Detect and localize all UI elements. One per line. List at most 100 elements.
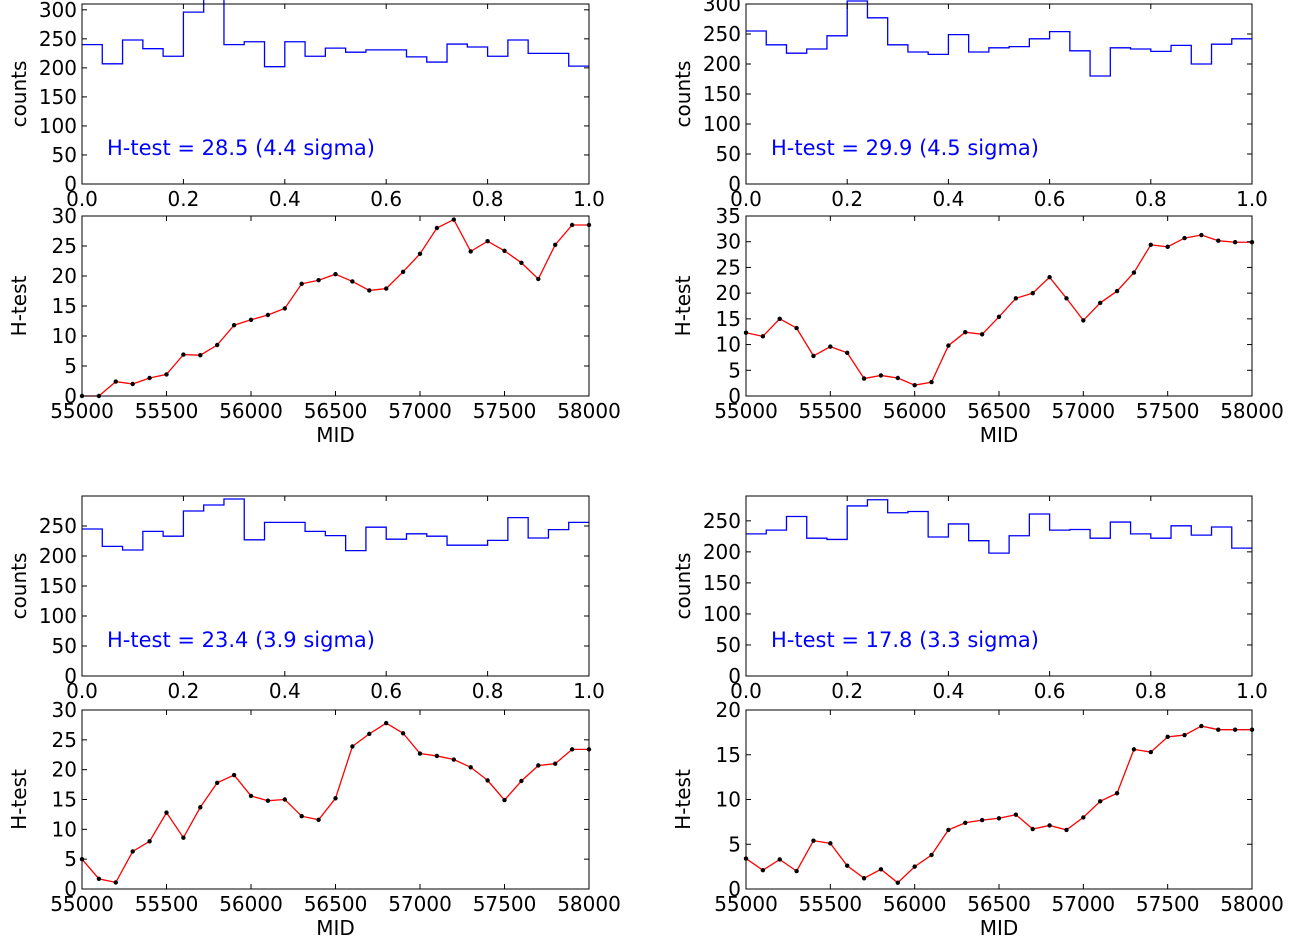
y-tick-label: 0: [728, 664, 741, 688]
x-axis-label: MID: [980, 423, 1019, 447]
htest-point: [215, 342, 220, 348]
x-tick-label: 58000: [1220, 892, 1284, 916]
htest-point: [248, 317, 254, 322]
htest-point: [1216, 238, 1221, 243]
histogram-step-series: [746, 0, 1252, 77]
htest-point: [963, 330, 968, 335]
htest-point: [231, 772, 237, 778]
htest-point: [215, 780, 220, 785]
x-tick-label: 55000: [714, 892, 778, 916]
y-axis-label: counts: [671, 61, 695, 128]
htest-point: [265, 312, 271, 318]
histogram-step-series: [746, 499, 1252, 554]
htest-point: [1081, 815, 1086, 820]
x-tick-label: 0.8: [1135, 187, 1167, 211]
y-tick-label: 30: [716, 230, 741, 254]
htest-point: [164, 810, 169, 815]
htest-point: [265, 798, 271, 803]
htest-point: [434, 753, 440, 759]
x-tick-label: 0.6: [370, 187, 402, 211]
y-tick-label: 100: [39, 604, 77, 628]
x-tick-label: 57000: [1052, 892, 1116, 916]
htest-point: [1148, 749, 1154, 755]
x-tick-label: 57000: [388, 892, 452, 916]
htest-point: [299, 281, 304, 286]
htest-point: [384, 720, 389, 726]
y-tick-label: 5: [64, 847, 77, 871]
x-tick-label: 0.2: [831, 187, 863, 211]
y-tick-label: 250: [39, 514, 77, 538]
htest-point: [434, 225, 440, 231]
htest-line-series: [81, 722, 589, 884]
htest-point: [417, 751, 423, 756]
htest-point: [895, 880, 900, 885]
y-tick-label: 30: [52, 204, 77, 228]
htest-point: [1047, 275, 1052, 280]
htest-point: [845, 350, 850, 355]
panel-counts-top-left: 0.0 0.2 0.4 0.6 0.8 1.0 0 50 100 150 200 250 300 coun…: [7, 0, 605, 211]
x-tick-label: 55000: [50, 399, 114, 423]
y-tick-label: 10: [52, 324, 77, 348]
y-tick-label: 0: [728, 384, 741, 408]
htest-point: [878, 867, 884, 872]
panel-htest-bottom-right: 55000 55500 56000 56500 57000 57500 58000 0 5 10 1…: [671, 698, 1284, 940]
x-tick-label: 0.6: [1034, 187, 1066, 211]
x-tick-label: 57000: [388, 399, 452, 423]
htest-point: [519, 778, 524, 784]
x-tick-label: 1.0: [1236, 187, 1268, 211]
y-tick-label: 100: [39, 114, 77, 138]
y-tick-label: 15: [716, 307, 741, 331]
htest-point: [367, 288, 372, 293]
x-tick-label: 57500: [1136, 892, 1200, 916]
y-tick-label: 250: [39, 27, 77, 51]
htest-point: [1098, 300, 1103, 306]
htest-point: [350, 279, 355, 284]
y-tick-label: 150: [703, 571, 741, 595]
y-tick-label: 10: [52, 817, 77, 841]
htest-point: [946, 343, 951, 348]
y-tick-label: 20: [716, 698, 741, 722]
y-tick-label: 150: [39, 85, 77, 109]
x-tick-label: 0.4: [269, 679, 301, 703]
htest-point: [1165, 734, 1170, 740]
x-tick-label: 0.0: [66, 679, 98, 703]
y-tick-label: 50: [716, 142, 741, 166]
htest-point: [451, 757, 456, 762]
x-tick-label: 58000: [557, 892, 621, 916]
htest-point: [996, 314, 1002, 319]
y-tick-label: 15: [52, 788, 77, 812]
x-tick-label: 58000: [1220, 399, 1284, 423]
panel-counts-bottom-left: 0.0 0.2 0.4 0.6 0.8 1.0 0 50 100 150 200 250 counts H…: [7, 495, 605, 703]
x-tick-label: 1.0: [573, 187, 605, 211]
htest-point: [536, 763, 541, 768]
htest-point: [861, 876, 867, 881]
y-tick-label: 50: [52, 143, 77, 167]
htest-point: [164, 372, 169, 377]
y-axis-label: H-test: [7, 276, 31, 337]
y-tick-label: 25: [716, 255, 741, 279]
htest-point: [1199, 232, 1204, 238]
y-tick-label: 150: [39, 574, 77, 598]
htest-point: [400, 269, 406, 274]
htest-point: [316, 817, 321, 822]
x-tick-label: 57500: [1136, 399, 1200, 423]
htest-point: [333, 796, 338, 801]
y-tick-label: 0: [64, 384, 77, 408]
y-tick-label: 25: [52, 728, 77, 752]
htest-point: [282, 306, 287, 311]
htest-point: [350, 744, 355, 749]
htest-point: [1148, 242, 1154, 247]
htest-point: [1131, 270, 1137, 275]
htest-point: [1182, 235, 1187, 241]
x-axis-label: MID: [316, 423, 355, 447]
htest-point: [181, 835, 186, 840]
htest-point: [828, 841, 833, 846]
y-tick-label: 20: [52, 264, 77, 288]
x-tick-label: 0.2: [167, 679, 199, 703]
axes-frame: [81, 3, 590, 185]
axes-frame: [745, 495, 1253, 677]
htest-annotation: H-test = 17.8 (3.3 sigma): [771, 628, 1039, 652]
x-tick-label: 55500: [799, 892, 863, 916]
y-axis-label: H-test: [7, 769, 31, 830]
